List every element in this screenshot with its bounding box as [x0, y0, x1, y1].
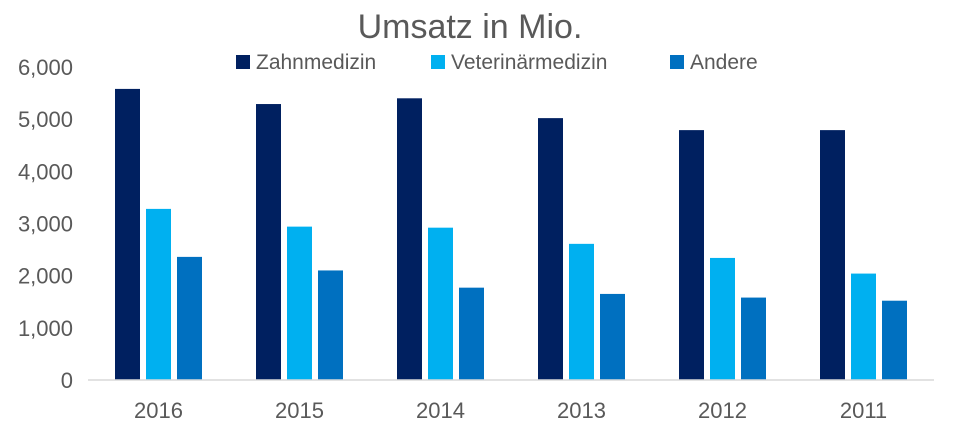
y-tick-label: 0	[61, 368, 73, 393]
bar-andere-2015	[318, 270, 343, 380]
bars-group	[115, 88, 907, 381]
bar-veterin-rmedizin-2014	[428, 227, 453, 380]
x-tick-label: 2014	[416, 398, 465, 423]
y-tick-label: 6,000	[18, 55, 73, 80]
x-tick-label: 2016	[134, 398, 183, 423]
bar-veterin-rmedizin-2011	[851, 273, 876, 380]
bar-andere-2013	[600, 293, 625, 380]
bar-zahnmedizin-2013	[538, 118, 563, 380]
bar-zahnmedizin-2016	[115, 88, 140, 380]
bar-veterin-rmedizin-2012	[710, 257, 735, 380]
legend-label: Zahnmedizin	[256, 51, 376, 74]
bar-veterin-rmedizin-2016	[146, 208, 171, 380]
legend: Zahnmedizin Veterinärmedizin Andere	[236, 51, 758, 74]
x-tick-label: 2015	[275, 398, 324, 423]
y-tick-label: 1,000	[18, 316, 73, 341]
chart-title: Umsatz in Mio.	[358, 8, 583, 46]
x-tick-label: 2013	[557, 398, 606, 423]
bar-andere-2012	[741, 297, 766, 380]
x-tick-label: 2011	[840, 398, 887, 423]
bar-veterin-rmedizin-2013	[569, 243, 594, 380]
legend-swatch	[431, 55, 445, 69]
legend-swatch	[670, 55, 684, 69]
y-tick-label: 4,000	[18, 159, 73, 184]
x-axis: 2016 2015 2014 2013 2012 2011	[134, 398, 887, 423]
bar-zahnmedizin-2015	[256, 104, 281, 380]
legend-swatch	[236, 55, 250, 69]
y-tick-label: 3,000	[18, 212, 73, 237]
bar-zahnmedizin-2012	[679, 130, 704, 380]
legend-label: Veterinärmedizin	[451, 51, 607, 74]
x-tick-label: 2012	[698, 398, 747, 423]
bar-veterin-rmedizin-2015	[287, 226, 312, 380]
y-tick-label: 5,000	[18, 107, 73, 132]
y-axis: 0 1,000 2,000 3,000 4,000 5,000 6,000	[18, 55, 73, 393]
bar-zahnmedizin-2011	[820, 130, 845, 380]
y-tick-label: 2,000	[18, 264, 73, 289]
bar-andere-2011	[882, 300, 907, 380]
legend-label: Andere	[690, 51, 758, 74]
bar-andere-2016	[177, 256, 202, 380]
bar-andere-2014	[459, 287, 484, 380]
bar-zahnmedizin-2014	[397, 98, 422, 381]
